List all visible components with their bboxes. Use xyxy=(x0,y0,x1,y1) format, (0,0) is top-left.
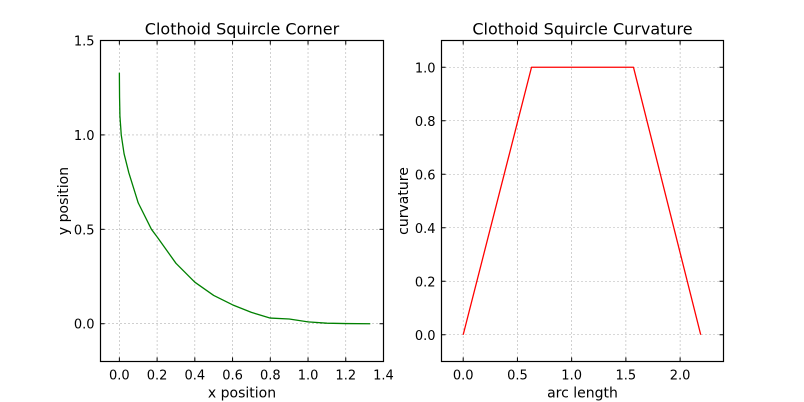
y-axis-label: y position xyxy=(56,167,72,235)
x-tick-label: 0.2 xyxy=(147,369,168,384)
y-tick-label: 1.0 xyxy=(74,129,95,144)
y-tick-label: 0.2 xyxy=(415,275,436,290)
x-tick-label: 1.4 xyxy=(373,369,394,384)
x-tick-label: 1.5 xyxy=(616,369,637,384)
x-tick-label: 0.5 xyxy=(507,369,528,384)
grid xyxy=(100,40,384,362)
subplot-2: 0.0 0.5 1.0 1.5 2.0 0.0 0.2 0.4 0.6 0.8 1.0 Clothoi… xyxy=(396,20,725,402)
x-tick-label: 0.0 xyxy=(453,369,474,384)
y-tick-label: 0.8 xyxy=(415,115,436,130)
grid xyxy=(441,40,724,362)
y-tick-label: 0.0 xyxy=(415,329,436,344)
axes-frame xyxy=(440,39,725,363)
x-tick-label: 0.4 xyxy=(184,369,205,384)
y-tick-label: 0.0 xyxy=(74,318,95,333)
y-axis-label: curvature xyxy=(396,167,412,235)
y-tick-label: 1.5 xyxy=(74,35,95,50)
x-tick-label: 0.6 xyxy=(222,369,243,384)
subplot-1: 0.0 0.2 0.4 0.6 0.8 1.0 1.2 1.4 0.0 0.5 1.0 1.5 Clot… xyxy=(56,20,394,402)
axes-frame xyxy=(99,39,385,363)
corner-line xyxy=(118,72,371,325)
curvature-line xyxy=(462,66,702,335)
x-tick-label: 1.2 xyxy=(335,369,356,384)
chart-title: Clothoid Squircle Corner xyxy=(145,20,340,39)
x-tick-label: 0.0 xyxy=(109,369,130,384)
y-tick-label: 0.5 xyxy=(74,223,95,238)
y-tick-label: 1.0 xyxy=(415,61,436,76)
y-tick-label: 0.6 xyxy=(415,168,436,183)
x-axis-label: arc length xyxy=(547,386,618,402)
chart-title: Clothoid Squircle Curvature xyxy=(472,20,692,39)
x-tick-label: 0.8 xyxy=(260,369,281,384)
y-tick-label: 0.4 xyxy=(415,222,436,237)
x-tick-label: 1.0 xyxy=(298,369,319,384)
x-tick-label: 2.0 xyxy=(670,369,691,384)
x-axis-label: x position xyxy=(208,386,276,402)
x-tick-label: 1.0 xyxy=(561,369,582,384)
